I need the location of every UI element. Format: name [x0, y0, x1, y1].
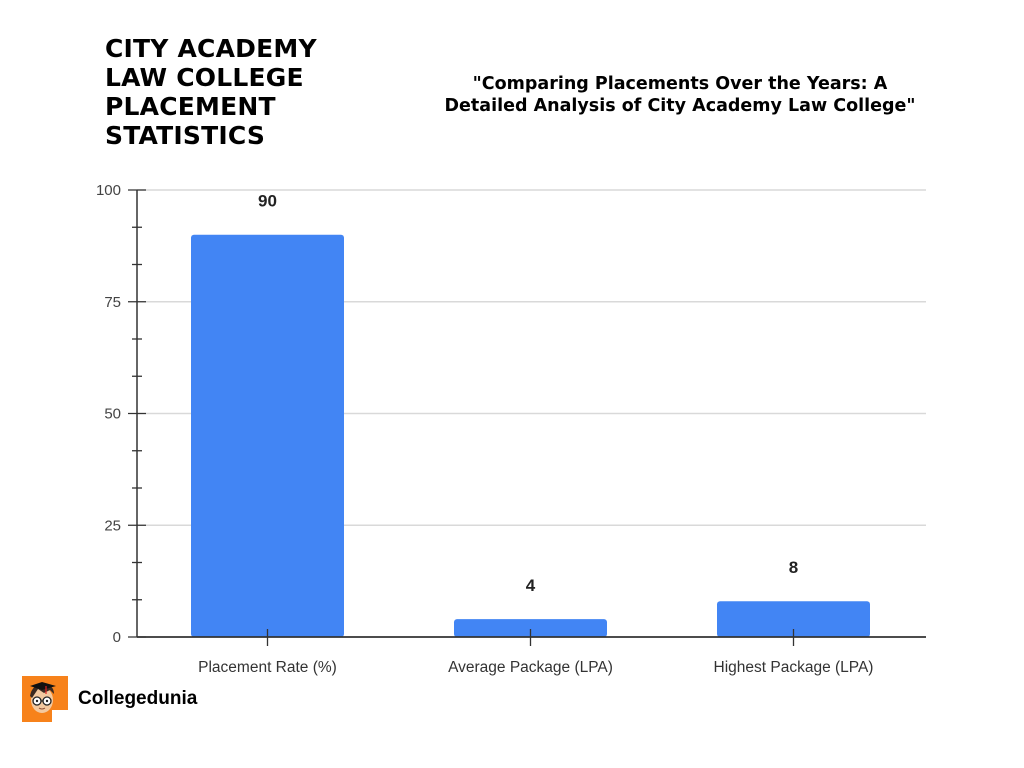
y-tick-label: 0: [113, 629, 121, 646]
bar: [717, 601, 870, 637]
subtitle-line-2: Detailed Analysis of City Academy Law Co…: [444, 96, 916, 116]
brand-name: Collegedunia: [78, 688, 198, 709]
axes: [128, 189, 926, 646]
bar: [454, 619, 607, 637]
title-line-1: CITY ACADEMY: [105, 34, 317, 63]
bars: [191, 234, 870, 637]
collegedunia-logo-icon: [22, 676, 68, 722]
y-tick-label: 25: [104, 517, 121, 534]
y-tick-label: 75: [104, 294, 121, 311]
x-category-label: Highest Package (LPA): [714, 659, 874, 676]
title-line-3: PLACEMENT: [105, 92, 276, 121]
chart-subtitle: "Comparing Placements Over the Years: A …: [400, 73, 960, 117]
subtitle-line-1: "Comparing Placements Over the Years: A: [472, 74, 888, 94]
page-title: CITY ACADEMY LAW COLLEGE PLACEMENT STATI…: [105, 34, 317, 150]
bar: [191, 234, 344, 637]
bar-value-label: 90: [258, 192, 277, 211]
title-line-4: STATISTICS: [105, 121, 266, 150]
y-tick-label: 50: [104, 406, 121, 423]
x-category-label: Average Package (LPA): [448, 659, 613, 676]
bar-value-label: 8: [789, 558, 798, 577]
bar-value-label: 4: [526, 576, 536, 595]
title-line-2: LAW COLLEGE: [105, 63, 304, 92]
y-tick-label: 100: [96, 182, 121, 199]
x-category-label: Placement Rate (%): [198, 659, 337, 676]
labels: 0 25 50 75 100 90 Placement Rate (%) 4 Average P…: [96, 182, 874, 676]
